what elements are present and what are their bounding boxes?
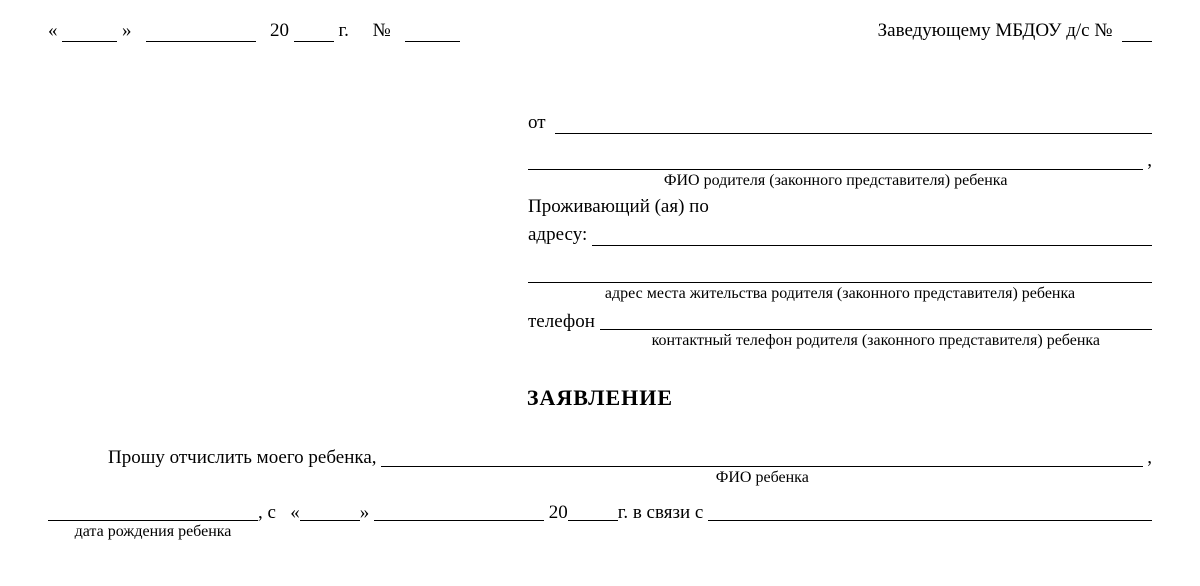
phone-caption: контактный телефон родителя (законного п… xyxy=(600,332,1152,350)
body-quote-close: » xyxy=(360,501,370,524)
applicant-block: от ФИО родителя (законного представителя… xyxy=(528,112,1152,350)
child-fio-blank[interactable] xyxy=(381,446,1143,467)
year-suffix: г. xyxy=(339,20,349,41)
from-label: от xyxy=(528,112,546,134)
dob-caption: дата рождения ребенка xyxy=(48,523,258,541)
date-number-block: « » 20 г. № xyxy=(48,20,460,42)
address-label: адресу: xyxy=(528,224,587,246)
day-blank[interactable] xyxy=(62,21,117,42)
child-fio-caption: ФИО ребенка xyxy=(381,469,1143,487)
intro-comma: , xyxy=(1143,446,1152,469)
year-blank[interactable] xyxy=(294,21,334,42)
body-year-blank[interactable] xyxy=(568,501,618,522)
address-blank-2[interactable] xyxy=(528,252,1152,282)
phone-label: телефон xyxy=(528,309,595,333)
body-day-blank[interactable] xyxy=(300,501,360,522)
comma-from: , с xyxy=(258,501,276,524)
residing-label: Проживающий (ая) по xyxy=(528,196,1152,218)
body-month-blank[interactable] xyxy=(374,501,544,522)
document-title: ЗАЯВЛЕНИЕ xyxy=(48,385,1152,411)
fio-comma: , xyxy=(1143,140,1152,172)
fio-caption: ФИО родителя (законного представителя) р… xyxy=(528,172,1143,190)
header-row: « » 20 г. № Заведующему МБДОУ д/с № xyxy=(48,20,1152,42)
body-century-prefix: 20 xyxy=(549,501,568,524)
recipient-block: Заведующему МБДОУ д/с № xyxy=(878,20,1152,42)
address-caption: адрес места жительства родителя (законно… xyxy=(528,285,1152,303)
quote-close: » xyxy=(122,20,132,41)
number-blank[interactable] xyxy=(405,21,460,42)
recipient-number-blank[interactable] xyxy=(1122,21,1152,42)
quote-open: « xyxy=(48,20,58,41)
from-blank-1[interactable] xyxy=(555,113,1152,134)
phone-blank[interactable] xyxy=(600,309,1152,330)
from-blank-2[interactable] xyxy=(528,140,1143,170)
dob-blank[interactable] xyxy=(48,501,258,522)
year-reason-label: г. в связи с xyxy=(618,501,704,524)
century-prefix: 20 xyxy=(270,20,289,41)
reason-blank[interactable] xyxy=(708,501,1152,522)
recipient-label: Заведующему МБДОУ д/с № xyxy=(878,20,1113,41)
number-label: № xyxy=(373,20,391,41)
intro-text: Прошу отчислить моего ребенка, xyxy=(48,446,377,469)
body-quote-open: « xyxy=(290,501,300,524)
address-blank-1[interactable] xyxy=(592,226,1152,247)
month-blank[interactable] xyxy=(146,21,256,42)
